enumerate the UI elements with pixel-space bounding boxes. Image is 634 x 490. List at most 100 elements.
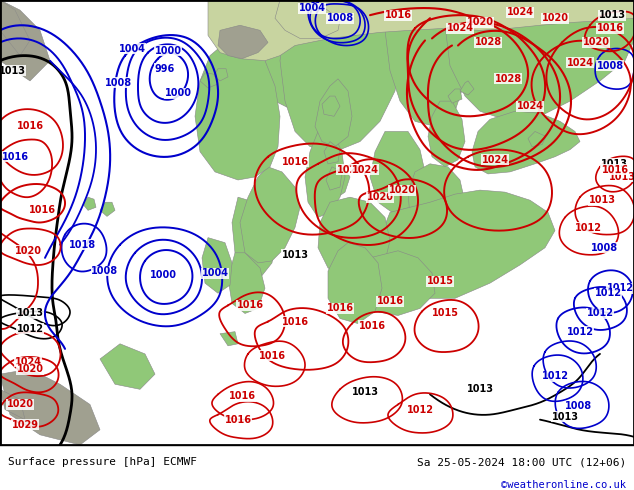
Text: 1016: 1016 [602, 165, 628, 175]
Text: 1012: 1012 [567, 327, 593, 337]
Text: 1012: 1012 [595, 288, 621, 298]
Text: 1020: 1020 [366, 192, 394, 202]
Polygon shape [0, 0, 30, 56]
Text: 1000: 1000 [155, 46, 181, 55]
Polygon shape [408, 164, 465, 235]
Polygon shape [360, 251, 435, 316]
Polygon shape [265, 30, 310, 111]
Text: 1000: 1000 [164, 88, 191, 98]
Text: 1024: 1024 [507, 7, 533, 17]
Polygon shape [324, 142, 340, 164]
Polygon shape [528, 131, 546, 147]
Text: ©weatheronline.co.uk: ©weatheronline.co.uk [501, 480, 626, 490]
Polygon shape [370, 131, 425, 212]
Text: 1008: 1008 [327, 13, 354, 23]
Text: 1024: 1024 [15, 357, 41, 367]
Polygon shape [208, 0, 634, 61]
Polygon shape [318, 197, 390, 278]
Polygon shape [0, 389, 25, 419]
Text: 1028: 1028 [495, 74, 522, 84]
Text: 1020: 1020 [15, 246, 41, 256]
Text: 1004: 1004 [119, 44, 145, 53]
Text: 1016: 1016 [29, 205, 56, 215]
Polygon shape [0, 369, 100, 445]
Text: 1024: 1024 [351, 165, 378, 175]
Text: Sa 25-05-2024 18:00 UTC (12+06): Sa 25-05-2024 18:00 UTC (12+06) [417, 457, 626, 467]
Polygon shape [326, 167, 342, 190]
Text: 1013: 1013 [609, 172, 634, 182]
Text: 1000: 1000 [150, 270, 176, 280]
Text: 1020: 1020 [389, 185, 415, 195]
Text: 1008: 1008 [592, 243, 619, 253]
Polygon shape [290, 0, 370, 122]
Polygon shape [280, 0, 400, 152]
Text: 1020: 1020 [6, 399, 34, 410]
Text: 1013: 1013 [351, 387, 378, 397]
Text: 1013: 1013 [0, 66, 25, 76]
Text: 1015: 1015 [432, 309, 458, 318]
Text: 1020: 1020 [583, 37, 609, 48]
Polygon shape [100, 344, 155, 389]
Polygon shape [472, 111, 580, 174]
Polygon shape [214, 69, 228, 81]
Text: 1012: 1012 [574, 222, 602, 233]
Polygon shape [385, 0, 465, 126]
Text: 1020: 1020 [541, 13, 569, 23]
Text: 1013: 1013 [281, 250, 309, 260]
Polygon shape [240, 167, 300, 263]
Text: 1013: 1013 [552, 412, 578, 421]
Polygon shape [445, 0, 634, 122]
Text: 1013: 1013 [16, 309, 44, 318]
Text: Surface pressure [hPa] ECMWF: Surface pressure [hPa] ECMWF [8, 457, 197, 467]
Text: 1008: 1008 [597, 61, 624, 71]
Polygon shape [315, 79, 352, 147]
Polygon shape [328, 243, 382, 323]
Text: 1016: 1016 [228, 392, 256, 401]
Text: 1016: 1016 [384, 10, 411, 20]
Polygon shape [202, 238, 232, 293]
Text: 1020: 1020 [16, 364, 44, 374]
Polygon shape [0, 0, 50, 81]
Text: 1004: 1004 [202, 268, 228, 278]
Text: 1018: 1018 [68, 240, 96, 250]
Text: 1012: 1012 [607, 283, 633, 293]
Polygon shape [200, 73, 218, 88]
Text: 1024: 1024 [567, 58, 593, 68]
Text: 1013: 1013 [598, 10, 626, 20]
Polygon shape [218, 25, 268, 59]
Text: 1013: 1013 [588, 195, 616, 205]
Text: 1008: 1008 [105, 78, 132, 88]
Text: 1016: 1016 [281, 157, 309, 167]
Polygon shape [100, 202, 115, 217]
Polygon shape [322, 96, 340, 116]
Text: 1008: 1008 [564, 401, 592, 412]
Text: 1029: 1029 [11, 420, 39, 430]
Text: 1016: 1016 [259, 351, 285, 361]
Text: 1016: 1016 [358, 320, 385, 331]
Text: 1013: 1013 [467, 384, 493, 394]
Text: 1012: 1012 [541, 371, 569, 381]
Polygon shape [232, 197, 275, 278]
Polygon shape [220, 332, 238, 346]
Text: 1016: 1016 [16, 122, 44, 131]
Text: 1028: 1028 [474, 37, 501, 48]
Text: 1008: 1008 [91, 266, 119, 276]
Text: 1016: 1016 [1, 152, 29, 162]
Polygon shape [228, 253, 265, 314]
Polygon shape [310, 157, 350, 202]
Polygon shape [428, 101, 465, 167]
Text: 1016: 1016 [224, 415, 252, 425]
Text: 1016: 1016 [597, 24, 623, 33]
Text: 1016: 1016 [377, 296, 403, 306]
Polygon shape [380, 190, 555, 298]
Text: 1012: 1012 [406, 405, 434, 415]
Text: 1020: 1020 [337, 165, 363, 175]
Polygon shape [195, 41, 280, 180]
Text: 1016: 1016 [236, 300, 264, 310]
Text: 1024: 1024 [446, 24, 474, 33]
Text: 1012: 1012 [16, 323, 44, 334]
Polygon shape [448, 89, 462, 103]
Text: 1004: 1004 [299, 3, 325, 13]
Polygon shape [83, 197, 96, 210]
Text: 1016: 1016 [281, 317, 309, 326]
